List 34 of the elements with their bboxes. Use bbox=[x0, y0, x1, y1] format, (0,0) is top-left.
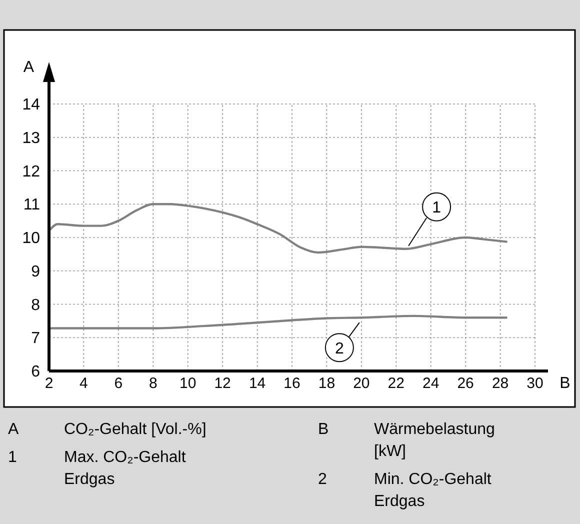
y-tick-label: 12 bbox=[22, 163, 40, 180]
y-axis-title: A bbox=[23, 59, 34, 76]
x-tick-label: 30 bbox=[526, 375, 544, 392]
x-tick-label: 14 bbox=[248, 375, 266, 392]
x-tick-label: 24 bbox=[422, 375, 440, 392]
x-tick-label: 2 bbox=[44, 375, 54, 392]
x-tick-label: 16 bbox=[284, 375, 300, 392]
x-tick-label: 12 bbox=[214, 375, 231, 392]
x-tick-label: 26 bbox=[457, 375, 474, 392]
x-tick-label: 20 bbox=[353, 375, 370, 392]
y-tick-label: 9 bbox=[31, 263, 40, 280]
x-tick-label: 8 bbox=[148, 375, 158, 392]
x-axis-title: B bbox=[560, 375, 570, 392]
y-tick-label: 7 bbox=[31, 330, 40, 348]
text: 1 Max. CO₂-Gehalt Erdgas bbox=[8, 449, 186, 488]
annotation: 1 bbox=[432, 200, 442, 217]
x-tick-label: 18 bbox=[318, 375, 336, 392]
x-tick-label: 6 bbox=[114, 375, 123, 392]
x-tick-label: 10 bbox=[180, 375, 196, 392]
y-tick-label: 13 bbox=[22, 130, 40, 147]
text: 2 Min. CO₂-Gehalt Erdgas bbox=[318, 471, 492, 510]
line-series bbox=[48, 314, 508, 330]
x-tick-label: 28 bbox=[492, 375, 509, 392]
y-tick-label: 10 bbox=[22, 230, 40, 248]
text: B Wärmebelastung [kW] bbox=[318, 421, 495, 460]
text: A CO₂-Gehalt [Vol.-%] bbox=[8, 421, 206, 438]
y-tick-label: 6 bbox=[31, 364, 40, 381]
y-tick-label: 14 bbox=[22, 96, 40, 114]
annotation: 2 bbox=[334, 340, 344, 358]
x-tick-label: 22 bbox=[388, 375, 404, 392]
x-tick-label: 4 bbox=[80, 375, 88, 392]
y-tick-label: 8 bbox=[31, 296, 40, 314]
y-tick-label: 11 bbox=[23, 196, 40, 214]
line-series bbox=[48, 203, 508, 254]
